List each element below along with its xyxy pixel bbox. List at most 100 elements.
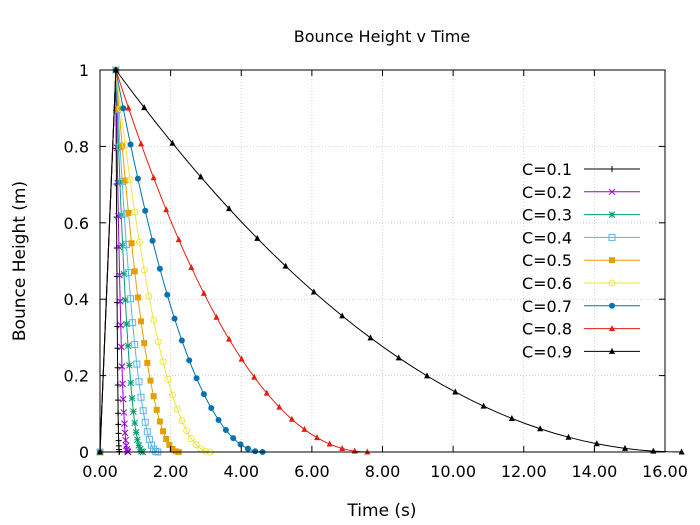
data-point bbox=[116, 271, 123, 279]
series-C=0.4 bbox=[96, 66, 162, 456]
data-point bbox=[193, 375, 200, 382]
data-point bbox=[197, 173, 204, 180]
data-point bbox=[622, 444, 629, 451]
data-point bbox=[114, 397, 121, 404]
legend-label: C=0.2 bbox=[522, 183, 572, 202]
data-point bbox=[117, 321, 125, 329]
data-point bbox=[150, 393, 157, 400]
data-point bbox=[159, 358, 167, 366]
data-point bbox=[213, 313, 220, 320]
y-axis-label: Bounce Height (m) bbox=[10, 181, 30, 341]
data-point bbox=[132, 428, 140, 436]
data-point bbox=[120, 270, 128, 278]
data-point bbox=[116, 106, 123, 113]
data-point bbox=[127, 141, 134, 148]
data-point bbox=[124, 269, 132, 277]
data-point bbox=[123, 320, 131, 328]
data-point bbox=[238, 355, 245, 362]
data-point bbox=[114, 382, 121, 389]
data-point bbox=[116, 178, 124, 186]
data-point bbox=[134, 436, 141, 444]
grid bbox=[100, 70, 665, 452]
legend-label: C=0.7 bbox=[522, 297, 572, 316]
data-point bbox=[131, 340, 139, 348]
data-point bbox=[452, 388, 459, 395]
data-point bbox=[172, 448, 179, 455]
data-point bbox=[215, 417, 222, 424]
data-point bbox=[424, 372, 431, 379]
data-point bbox=[145, 292, 153, 300]
data-point bbox=[116, 298, 124, 305]
data-point bbox=[226, 335, 233, 342]
legend-label: C=0.4 bbox=[522, 228, 572, 247]
data-point bbox=[263, 389, 270, 396]
legend-label: C=0.8 bbox=[522, 320, 572, 339]
data-point bbox=[230, 435, 237, 442]
legend-marker bbox=[609, 166, 615, 172]
data-point bbox=[208, 405, 215, 412]
data-point bbox=[252, 448, 259, 455]
data-point bbox=[127, 295, 135, 303]
data-point bbox=[138, 318, 145, 325]
data-point bbox=[149, 237, 156, 244]
data-point bbox=[222, 427, 229, 434]
axis-ticks: 0.00 2.00 4.00 6.00 8.00 10.00 12.00 14.00 16.00… bbox=[64, 61, 688, 481]
data-point bbox=[131, 208, 139, 216]
legend-label: C=0.3 bbox=[522, 206, 572, 225]
data-point bbox=[142, 207, 149, 214]
data-point bbox=[115, 410, 122, 417]
data-point bbox=[118, 343, 125, 351]
data-point bbox=[282, 262, 289, 269]
data-point bbox=[156, 265, 163, 272]
data-point bbox=[114, 364, 121, 371]
data-point bbox=[138, 448, 145, 455]
data-point bbox=[301, 425, 308, 432]
legend-marker bbox=[609, 325, 615, 332]
data-point bbox=[121, 420, 128, 427]
data-point bbox=[156, 418, 163, 425]
chart-title: Bounce Height v Time bbox=[294, 27, 470, 46]
data-point bbox=[192, 441, 200, 449]
legend-label: C=0.6 bbox=[522, 274, 572, 293]
data-point bbox=[139, 407, 147, 415]
data-point bbox=[169, 445, 176, 452]
data-point bbox=[201, 447, 209, 455]
legend-label: C=0.5 bbox=[522, 251, 572, 270]
data-point bbox=[131, 268, 138, 275]
data-point bbox=[508, 414, 515, 421]
data-point bbox=[537, 425, 544, 432]
data-point bbox=[127, 379, 135, 387]
data-point bbox=[326, 440, 333, 447]
data-point bbox=[187, 435, 195, 443]
data-point bbox=[310, 288, 317, 295]
data-point bbox=[154, 338, 162, 346]
data-point bbox=[141, 340, 148, 347]
y-tick-label: 0 bbox=[79, 443, 89, 462]
data-point bbox=[480, 402, 487, 409]
data-point bbox=[150, 174, 157, 181]
legend-entry: C=0.5 bbox=[522, 251, 640, 270]
data-point bbox=[168, 391, 176, 399]
data-point bbox=[288, 415, 295, 422]
x-tick-label: 2.00 bbox=[153, 462, 189, 481]
legend-label: C=0.9 bbox=[522, 342, 572, 361]
y-tick-label: 0.8 bbox=[64, 137, 89, 156]
data-point bbox=[367, 334, 374, 341]
x-tick-label: 6.00 bbox=[294, 462, 330, 481]
x-tick-label: 4.00 bbox=[223, 462, 259, 481]
legend-marker bbox=[608, 279, 616, 287]
x-tick-label: 14.00 bbox=[571, 462, 617, 481]
data-point bbox=[339, 445, 346, 452]
data-point bbox=[135, 378, 143, 386]
data-point bbox=[138, 140, 145, 147]
data-point bbox=[237, 441, 244, 448]
data-point bbox=[148, 441, 156, 449]
data-point bbox=[126, 176, 134, 184]
data-point bbox=[163, 206, 170, 213]
x-axis-label: Time (s) bbox=[346, 501, 416, 521]
x-tick-label: 0.00 bbox=[82, 462, 118, 481]
data-point bbox=[171, 315, 178, 322]
data-point bbox=[122, 436, 129, 444]
legend-entry: C=0.8 bbox=[522, 320, 640, 339]
legend-label: C=0.1 bbox=[522, 160, 572, 179]
